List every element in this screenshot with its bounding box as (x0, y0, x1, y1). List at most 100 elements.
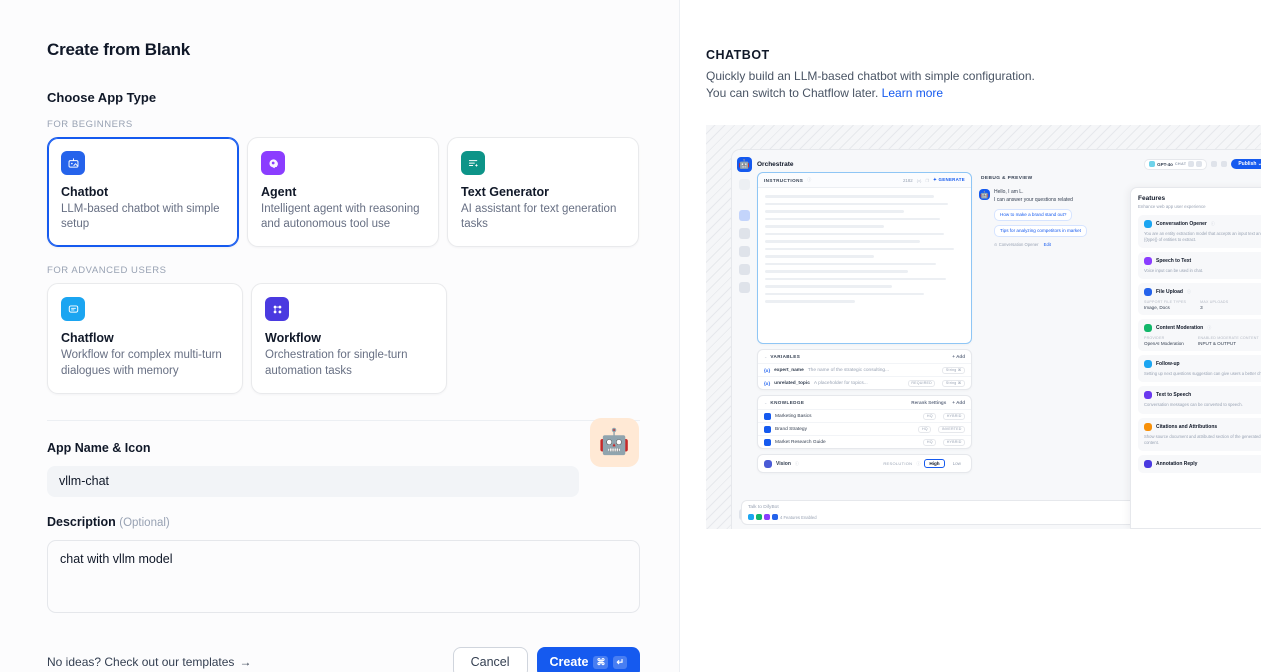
feature-kv: ENABLED MODERATE CONTENT INPUT & OUTPUT (1198, 336, 1259, 346)
knowledge-name: Market Research Guide (775, 439, 826, 445)
knowledge-badge-quality: HQ (923, 438, 937, 446)
info-description: Quickly build an LLM-based chatbot with … (706, 68, 1054, 102)
knowledge-add-button: + Add (952, 400, 965, 406)
for-beginners-label: FOR BEGINNERS (47, 119, 133, 130)
description-section: Description (Optional) (47, 515, 640, 618)
beginner-card-list: Chatbot LLM-based chatbot with simple se… (47, 137, 639, 248)
features-enabled-count: 4 Features Enabled (780, 514, 817, 520)
robot-emoji-icon: 🤖 (598, 428, 631, 456)
variables-title: VARIABLES (770, 354, 801, 360)
feature-item-conversation-opener: Conversation Opener ⓘ You are an entity … (1138, 215, 1261, 249)
dataset-icon (764, 438, 771, 446)
bot-message-line1: Hello, I am L. (994, 189, 1024, 196)
variables-header: ⌄ VARIABLES + Add (758, 350, 971, 363)
card-title: Agent (261, 185, 297, 199)
variable-type: String ⌘ (942, 366, 965, 374)
resolution-label: RESOLUTION (883, 461, 913, 467)
app-type-info-pane: CHATBOT Quickly build an LLM-based chatb… (679, 0, 1261, 672)
kv-key: SUPPORT FILE TYPES (1144, 300, 1187, 305)
feature-item-follow-up: Follow-up Setting up next questions sugg… (1138, 355, 1261, 383)
mock-main-area: Orchestrate GPT-4o CHAT (741, 150, 1261, 529)
feature-dot-speech-icon (764, 514, 770, 521)
help-icon: ⓘ (807, 177, 812, 183)
app-icon-picker[interactable]: 🤖 (590, 418, 639, 467)
kv-value: 3 (1200, 305, 1203, 311)
knowledge-header: ⌄ KNOWLEDGE Rerank Settings + Add (758, 396, 971, 409)
publish-label: Publish (1238, 161, 1257, 168)
card-description: AI assistant for text generation tasks (461, 203, 617, 231)
help-icon: ⓘ (794, 460, 799, 466)
card-description: Workflow for complex multi-turn dialogue… (61, 349, 222, 377)
bot-message: 🤖 Hello, I am L. I can answer your quest… (979, 189, 1124, 237)
knowledge-badge-retrieval: HYBRID (943, 412, 965, 420)
app-type-card-workflow[interactable]: Workflow Orchestration for single-turn a… (251, 283, 447, 394)
learn-more-link[interactable]: Learn more (881, 86, 944, 101)
feature-kv: MAX UPLOADS 3 (1200, 300, 1228, 310)
variable-row: {x} expert_name The name of the strategi… (758, 363, 971, 376)
card-title: Workflow (265, 331, 322, 346)
knowledge-actions: Rerank Settings + Add (911, 400, 965, 405)
mock-rail-icon-switch (739, 179, 750, 191)
card-description: Orchestration for single-turn automation… (265, 349, 408, 377)
kv-value: OpenAI Moderation (1144, 341, 1184, 347)
knowledge-badge-quality: HQ (918, 425, 932, 433)
feature-name: Content Moderation (1156, 325, 1204, 332)
conversation-opener-meta: ⊙ Conversation Opener Edit (994, 241, 1051, 247)
feature-name: Text to Speech (1156, 392, 1192, 399)
card-description: Intelligent agent with reasoning and aut… (261, 203, 420, 231)
description-label: Description (Optional) (47, 515, 639, 529)
citations-icon (1144, 422, 1152, 431)
feature-description: Setting up next questions suggestion can… (1144, 371, 1261, 377)
feature-item-content-moderation: Content Moderation ⓘ PROVIDER OpenAI Mod… (1138, 319, 1261, 352)
conversation-opener-icon (1144, 220, 1152, 229)
feature-item-annotation-reply: Annotation Reply (1138, 454, 1261, 473)
page-title: Create from Blank (47, 40, 191, 59)
features-title: Features (1138, 195, 1166, 203)
mock-model-selector: GPT-4o CHAT (1144, 158, 1208, 170)
card-title: Text Generator (461, 185, 549, 199)
mock-app-name: Orchestrate (757, 160, 794, 168)
info-description-text: Quickly build an LLM-based chatbot with … (706, 69, 1035, 101)
mock-config-column: INSTRUCTIONS ⓘ 2182 {x} ❐ ✦ GENERATE (757, 172, 972, 478)
app-name-input[interactable] (47, 465, 579, 497)
app-type-card-agent[interactable]: Agent Intelligent agent with reasoning a… (247, 137, 439, 248)
variables-panel: ⌄ VARIABLES + Add {x} expert_name Th (757, 349, 972, 391)
description-textarea[interactable] (47, 539, 640, 613)
mock-model-name: GPT-4o (1157, 161, 1173, 167)
mock-app-logo-icon: 🤖 (737, 157, 752, 173)
app-type-card-chatbot[interactable]: Chatbot LLM-based chatbot with simple se… (47, 137, 239, 248)
annotation-reply-icon (1144, 459, 1152, 468)
chat-input-placeholder: Talk to DifyBot (748, 505, 779, 511)
vision-row: Vision ⓘ RESOLUTION ⓘ High Low (758, 455, 971, 472)
variable-desc: The name of the strategic consulting... (807, 367, 890, 373)
help-icon: ⓘ (1186, 289, 1191, 295)
create-button[interactable]: Create ⌘ ↵ (536, 646, 640, 672)
chevron-down-icon: ⌄ (764, 354, 768, 360)
vision-icon (764, 459, 772, 468)
features-subtitle: Enhance web app user experience (1138, 204, 1206, 210)
create-from-blank-pane: Create from Blank Choose App Type FOR BE… (47, 40, 640, 672)
templates-link[interactable]: No ideas? Check out our templates → (47, 655, 251, 669)
knowledge-badge-retrieval: INVERTED (938, 425, 965, 433)
text-to-speech-icon (1144, 391, 1152, 400)
feature-name: Speech to Text (1156, 258, 1192, 265)
feature-name: Annotation Reply (1156, 460, 1198, 467)
instructions-title: INSTRUCTIONS (764, 177, 804, 183)
variable-desc: A placeholder for topics... (813, 380, 868, 386)
instructions-header: INSTRUCTIONS ⓘ 2182 {x} ❐ ✦ GENERATE (758, 173, 971, 189)
knowledge-row: Brand Strategy HQ INVERTED (758, 422, 971, 435)
kv-value: INPUT & OUTPUT (1197, 341, 1237, 347)
variable-key-icon: {x} (764, 367, 771, 373)
variable-row: {x} unrelated_topic A placeholder for to… (758, 376, 971, 389)
help-icon: ⓘ (916, 460, 921, 466)
feature-item-citations: Citations and Attributions Show source d… (1138, 417, 1261, 451)
help-icon: ⓘ (1207, 325, 1212, 331)
bot-message-line2: I can answer your questions related (994, 196, 1073, 203)
feature-description: Voice input can be used in chat. (1144, 268, 1204, 274)
app-type-card-chatflow[interactable]: Chatflow Workflow for complex multi-turn… (47, 283, 243, 394)
cancel-button[interactable]: Cancel (452, 646, 528, 672)
kv-key: MAX UPLOADS (1200, 300, 1229, 305)
shield-icon (1188, 161, 1195, 168)
app-type-card-text-generator[interactable]: Text Generator AI assistant for text gen… (447, 137, 639, 248)
feature-description: Show source document and attributed sect… (1144, 433, 1261, 445)
